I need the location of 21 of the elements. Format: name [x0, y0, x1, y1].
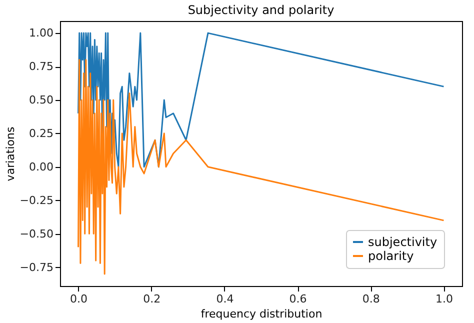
x-axis-title: frequency distribution	[200, 308, 322, 320]
x-tick-label: 1.0	[435, 292, 453, 306]
y-tick-label: 0.75	[29, 60, 54, 74]
x-tick-label: 0.0	[70, 292, 88, 306]
legend-label: subjectivity	[368, 235, 438, 249]
x-tick-label: 0.2	[143, 292, 161, 306]
y-tick-label: 0.50	[29, 93, 54, 106]
y-tick-label: −0.25	[20, 194, 54, 207]
x-tick-label: 0.8	[362, 292, 380, 306]
chart-title: Subjectivity and polarity	[188, 3, 334, 17]
y-tick-label: 0.00	[29, 160, 54, 174]
y-tick-label: 0.25	[29, 126, 54, 140]
x-tick-label: 0.4	[216, 292, 234, 306]
y-tick-label: −0.50	[20, 227, 54, 240]
line-series	[78, 59, 444, 275]
line-series	[78, 32, 444, 168]
y-tick-label: 1.00	[29, 26, 54, 40]
x-tick-label: 0.6	[289, 292, 307, 306]
legend-label: polarity	[368, 249, 414, 263]
y-tick-label: −0.75	[20, 260, 54, 274]
y-axis-title: variations	[4, 126, 17, 182]
